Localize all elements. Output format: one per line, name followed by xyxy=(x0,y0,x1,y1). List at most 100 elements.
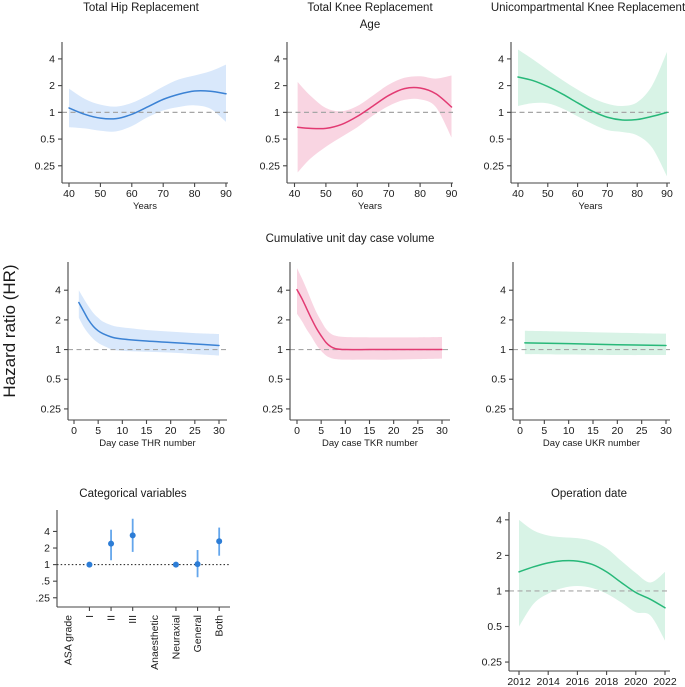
x-axis-title: Day case UKR number xyxy=(543,438,640,449)
tkr-volume-spline-line xyxy=(296,288,443,351)
x-tick-label: 20 xyxy=(611,425,623,437)
category-label: Both xyxy=(214,615,226,637)
x-tick-label: 80 xyxy=(631,188,643,200)
x-tick-label: 0 xyxy=(71,425,77,437)
panel-title-categorical-variables: Categorical variables xyxy=(79,488,187,500)
panel-thr-volume: 4 2 1 0.5 0.25 0 5 10 15 20 25 30 Day case THR numbe… xyxy=(41,262,227,449)
x-tick-label: 70 xyxy=(602,188,614,200)
y-tick-label: 0.25 xyxy=(260,160,281,172)
x-tick-label: 2012 xyxy=(507,676,531,687)
x-tick-label: 10 xyxy=(116,425,128,437)
x-tick-label: 70 xyxy=(383,188,395,200)
x-tick-label: 70 xyxy=(157,188,169,200)
y-tick-label: 1 xyxy=(496,585,502,597)
y-tick-label: 4 xyxy=(277,285,283,297)
ukr-volume-spline-line xyxy=(524,342,667,347)
thr-volume-confidence-band xyxy=(78,290,219,356)
thr-age-confidence-band xyxy=(69,64,226,132)
y-tick-label: 4 xyxy=(498,53,504,65)
y-tick-label: 4 xyxy=(500,285,506,297)
y-tick-label: 0.5 xyxy=(265,134,280,146)
ukr-age-spline-line xyxy=(517,76,668,121)
y-tick-label: 0.25 xyxy=(41,403,62,415)
x-tick-label: 15 xyxy=(587,425,599,437)
x-tick-label: 20 xyxy=(165,425,177,437)
y-tick-label: 0.5 xyxy=(40,134,55,146)
panel-ukr-age: 4 2 1 0.5 0.25 40 50 60 70 80 90 Years xyxy=(484,42,673,212)
point-estimate xyxy=(194,561,201,568)
y-tick-label: 4 xyxy=(49,53,55,65)
point-estimate xyxy=(172,561,179,568)
x-tick-label: 60 xyxy=(126,188,138,200)
y-tick-label: 4 xyxy=(44,526,50,538)
y-tick-label: 1 xyxy=(498,107,504,119)
panel-subtitle-age: Age xyxy=(359,19,381,31)
x-tick-label: 90 xyxy=(661,188,673,200)
x-tick-label: 0 xyxy=(294,425,300,437)
operation-date-confidence-band xyxy=(519,519,665,641)
tkr-age-spline-line xyxy=(296,86,453,130)
panel-title-total-knee-replacement: Total Knee Replacement xyxy=(307,2,433,14)
panel-ukr-volume: 4 2 1 0.5 0.25 0 5 10 15 20 25 30 Day case UKR numbe… xyxy=(486,262,672,449)
x-tick-label: 25 xyxy=(636,425,648,437)
y-tick-label: .5 xyxy=(41,576,50,588)
x-tick-label: 5 xyxy=(541,425,547,437)
x-tick-label: 20 xyxy=(388,425,400,437)
tkr-volume-confidence-band xyxy=(297,268,442,360)
x-tick-label: 0 xyxy=(517,425,523,437)
y-tick-label: 0.25 xyxy=(486,403,507,415)
ukr-age-confidence-band xyxy=(518,49,667,177)
x-tick-label: 80 xyxy=(414,188,426,200)
x-tick-label: 2018 xyxy=(595,676,619,687)
panel-operation-date: 4 2 1 0.5 0.25 2012 2014 2016 2018 2020 2022 xyxy=(482,512,677,687)
x-tick-label: 5 xyxy=(318,425,324,437)
row-title-cumulative-volume: Cumulative unit day case volume xyxy=(265,233,435,245)
category-label: General xyxy=(192,615,204,652)
point-estimate xyxy=(129,532,136,539)
y-tick-label: 0.5 xyxy=(487,621,502,633)
x-tick-label: 80 xyxy=(189,188,201,200)
x-axis-title: Years xyxy=(579,201,603,212)
tkr-age-confidence-band xyxy=(297,75,452,173)
y-tick-label: 1 xyxy=(277,344,283,356)
category-label: III xyxy=(127,615,139,624)
y-tick-label: 1 xyxy=(44,559,50,571)
y-tick-label: 2 xyxy=(274,80,280,92)
y-tick-label: 4 xyxy=(496,514,502,526)
x-tick-label: 90 xyxy=(220,188,232,200)
y-tick-label: 2 xyxy=(500,314,506,326)
x-axis-title: Years xyxy=(133,201,157,212)
x-axis-title: Day case THR number xyxy=(99,438,195,449)
y-tick-label: 2 xyxy=(277,314,283,326)
x-tick-label: 15 xyxy=(364,425,376,437)
y-tick-label: 4 xyxy=(55,285,61,297)
y-tick-label: 2 xyxy=(498,80,504,92)
category-label: Neuraxial xyxy=(170,615,182,659)
y-tick-label: 1 xyxy=(55,344,61,356)
y-tick-label: 0.5 xyxy=(491,374,506,386)
x-tick-label: 50 xyxy=(320,188,332,200)
x-tick-label: 30 xyxy=(436,425,448,437)
panel-categorical: ASA grade I II III Anaesthetic Neuraxial Gener… xyxy=(35,510,230,670)
y-tick-label: .25 xyxy=(35,592,50,604)
x-tick-label: 15 xyxy=(141,425,153,437)
thr-volume-spline-line xyxy=(78,301,220,347)
y-tick-label: 0.25 xyxy=(482,657,503,669)
x-tick-label: 10 xyxy=(563,425,575,437)
x-tick-label: 2016 xyxy=(566,676,590,687)
x-tick-label: 40 xyxy=(289,188,301,200)
point-estimate xyxy=(108,540,115,547)
category-label: ASA grade xyxy=(62,615,74,665)
panel-title-operation-date: Operation date xyxy=(550,488,628,500)
x-tick-label: 25 xyxy=(189,425,201,437)
x-tick-label: 40 xyxy=(512,188,524,200)
y-tick-label: 0.25 xyxy=(484,160,505,172)
y-tick-label: 1 xyxy=(49,107,55,119)
y-tick-label: 2 xyxy=(496,550,502,562)
x-tick-label: 60 xyxy=(351,188,363,200)
y-tick-label: 0.25 xyxy=(35,160,56,172)
y-tick-label: 0.5 xyxy=(489,134,504,146)
category-label: I xyxy=(84,615,96,618)
